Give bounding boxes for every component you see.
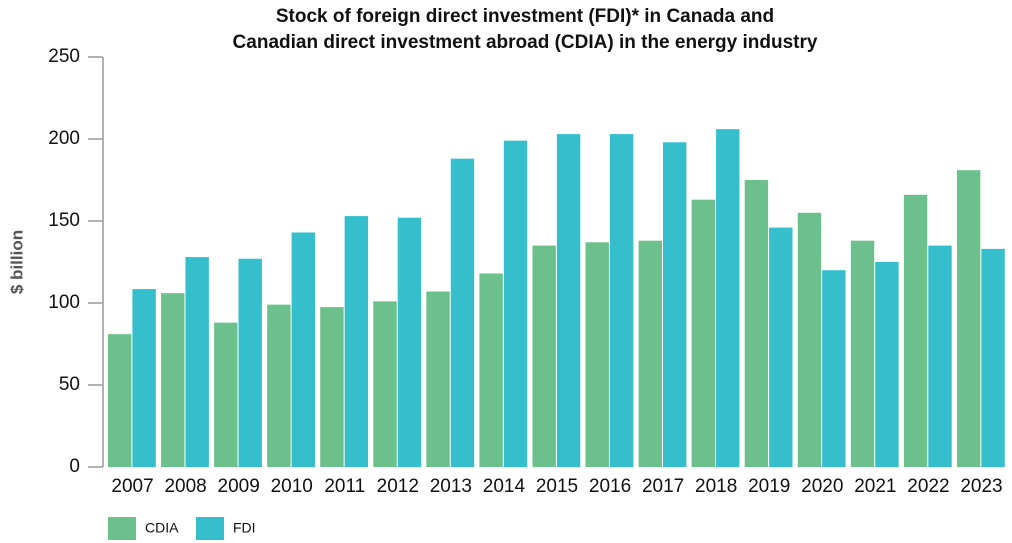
bar [397, 217, 422, 467]
bar [662, 142, 687, 467]
x-tick-label: 2014 [483, 476, 526, 497]
bar [956, 170, 981, 467]
x-tick-label: 2021 [854, 476, 896, 497]
bar [903, 194, 928, 467]
x-tick-label: 2022 [907, 476, 949, 497]
bar [426, 291, 450, 467]
bar [267, 304, 291, 467]
bar [716, 129, 740, 467]
bar [373, 301, 397, 467]
x-tick-label: 2016 [589, 476, 631, 497]
y-tick-label: 250 [48, 46, 80, 67]
legend-label: FDI [233, 520, 256, 536]
legend-swatch [108, 517, 136, 540]
bar [556, 134, 581, 467]
y-tick-label: 0 [69, 456, 80, 477]
x-tick-label: 2015 [536, 476, 578, 497]
x-tick-label: 2012 [377, 476, 419, 497]
y-tick-label: 200 [48, 128, 80, 149]
bar [185, 257, 209, 467]
bar [769, 227, 793, 467]
bar [822, 270, 846, 467]
y-tick-label: 50 [59, 374, 80, 395]
x-tick-label: 2009 [218, 476, 260, 497]
chart-title: Canadian direct investment abroad (CDIA)… [233, 32, 818, 53]
bar [214, 322, 238, 467]
y-tick-label: 100 [48, 292, 80, 313]
y-axis-title: $ billion [7, 230, 26, 294]
bar [291, 232, 315, 467]
legend-swatch [196, 517, 224, 540]
bar [638, 240, 662, 467]
legend-label: CDIA [145, 520, 179, 536]
x-tick-label: 2008 [164, 476, 206, 497]
x-tick-label: 2013 [430, 476, 472, 497]
bar [609, 134, 634, 467]
bar [532, 245, 556, 467]
bar [797, 212, 822, 467]
bar [503, 140, 528, 467]
bar [108, 334, 132, 467]
bar [981, 248, 1005, 467]
bar [875, 262, 899, 467]
bar [928, 245, 952, 467]
bar [479, 273, 503, 467]
x-tick-label: 2007 [111, 476, 153, 497]
bar [344, 216, 369, 467]
x-tick-label: 2018 [695, 476, 737, 497]
bar [850, 240, 875, 467]
bar [238, 258, 262, 467]
x-tick-label: 2023 [960, 476, 1002, 497]
bar [161, 293, 185, 467]
bar [585, 242, 609, 467]
bar [320, 307, 344, 467]
bar [450, 158, 475, 467]
bar [691, 199, 716, 467]
x-tick-label: 2011 [324, 476, 365, 497]
bar [744, 180, 769, 467]
chart-title: Stock of foreign direct investment (FDI)… [276, 6, 774, 27]
x-tick-label: 2020 [801, 476, 843, 497]
x-tick-label: 2019 [748, 476, 790, 497]
bar [132, 289, 156, 467]
y-tick-label: 150 [48, 210, 80, 231]
x-tick-label: 2010 [271, 476, 313, 497]
x-tick-label: 2017 [642, 476, 684, 497]
